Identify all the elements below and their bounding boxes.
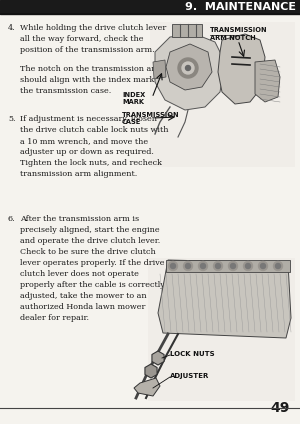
Polygon shape [145, 364, 157, 378]
Text: After the transmission arm is
precisely aligned, start the engine
and operate th: After the transmission arm is precisely … [20, 215, 165, 322]
Circle shape [214, 262, 223, 271]
Circle shape [275, 263, 281, 268]
Circle shape [184, 262, 193, 271]
Polygon shape [255, 60, 280, 102]
Text: 4.: 4. [8, 24, 16, 32]
Polygon shape [152, 351, 164, 365]
Circle shape [274, 262, 283, 271]
Text: 9.  MAINTENANCE: 9. MAINTENANCE [185, 2, 296, 12]
Text: 6.: 6. [8, 215, 16, 223]
Polygon shape [218, 34, 265, 104]
Circle shape [185, 65, 190, 70]
Polygon shape [166, 44, 212, 90]
Polygon shape [158, 260, 291, 338]
Text: While holding the drive clutch lever
all the way forward, check the
position of : While holding the drive clutch lever all… [20, 24, 166, 54]
Circle shape [169, 262, 178, 271]
Circle shape [170, 263, 175, 268]
Text: TRANSMISSION
ARM NOTCH: TRANSMISSION ARM NOTCH [210, 27, 268, 41]
Circle shape [245, 263, 250, 268]
Polygon shape [134, 378, 160, 396]
Circle shape [259, 262, 268, 271]
Circle shape [230, 263, 236, 268]
Polygon shape [153, 60, 166, 79]
Bar [172, 24, 202, 37]
Text: ADJUSTER: ADJUSTER [170, 373, 209, 379]
Circle shape [215, 263, 220, 268]
Bar [0, 0, 300, 14]
Text: INDEX
MARK: INDEX MARK [122, 92, 145, 106]
Text: If adjustment is necessary, loosen
the drive clutch cable lock nuts with
a 10 mm: If adjustment is necessary, loosen the d… [20, 115, 169, 178]
Circle shape [260, 263, 266, 268]
Text: TRANSMISSION
CASE: TRANSMISSION CASE [122, 112, 180, 126]
Text: LOCK NUTS: LOCK NUTS [170, 351, 214, 357]
Circle shape [200, 263, 206, 268]
Circle shape [199, 262, 208, 271]
Circle shape [244, 262, 253, 271]
Circle shape [178, 58, 198, 78]
Bar [148, 258, 295, 401]
Polygon shape [155, 34, 225, 110]
Circle shape [182, 62, 194, 74]
Circle shape [185, 263, 190, 268]
Text: The notch on the transmission arm
should align with the index mark on
the transm: The notch on the transmission arm should… [20, 65, 167, 95]
Text: 49: 49 [271, 401, 290, 415]
Bar [150, 22, 295, 167]
Text: 5.: 5. [8, 115, 16, 123]
Bar [166, 260, 290, 272]
Circle shape [229, 262, 238, 271]
